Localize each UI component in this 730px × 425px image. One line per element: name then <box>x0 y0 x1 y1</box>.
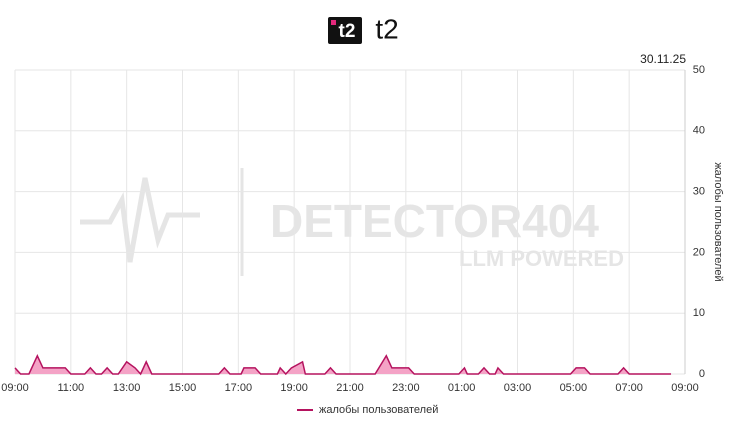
x-tick-label: 23:00 <box>392 382 420 394</box>
y-tick-label: 10 <box>693 307 705 319</box>
x-tick-label: 07:00 <box>615 382 643 394</box>
watermark-subtitle: LLM POWERED <box>459 246 624 271</box>
x-tick-label: 19:00 <box>280 382 308 394</box>
y-axis-label: жалобы пользователей <box>712 162 724 281</box>
y-tick-label: 0 <box>699 368 705 380</box>
legend-label: жалобы пользователей <box>319 404 438 416</box>
chart-title: t2 <box>375 13 398 44</box>
x-tick-label: 13:00 <box>113 382 141 394</box>
logo-dot <box>331 20 336 25</box>
x-tick-label: 03:00 <box>504 382 532 394</box>
x-tick-label: 15:00 <box>169 382 197 394</box>
y-tick-label: 50 <box>693 64 705 76</box>
y-tick-label: 40 <box>693 125 705 137</box>
y-tick-label: 30 <box>693 186 705 198</box>
watermark: DETECTOR404 LLM POWERED <box>80 168 624 276</box>
logo-box <box>328 17 362 44</box>
watermark-title: DETECTOR404 <box>270 195 599 247</box>
x-tick-label: 21:00 <box>336 382 364 394</box>
logo-mark: t2 <box>339 21 356 42</box>
x-tick-label: 05:00 <box>560 382 588 394</box>
date-label: 30.11.25 <box>640 52 686 66</box>
x-tick-label: 01:00 <box>448 382 476 394</box>
line <box>14 353 672 376</box>
y-tick-label: 20 <box>693 246 705 258</box>
logo: t2 <box>328 17 362 44</box>
x-tick-label: 09:00 <box>671 382 699 394</box>
watermark-icon <box>80 177 200 263</box>
area <box>15 355 672 374</box>
x-tick-label: 11:00 <box>57 382 84 394</box>
x-tick-label: 17:00 <box>225 382 253 394</box>
x-tick-label: 09:00 <box>1 382 29 394</box>
